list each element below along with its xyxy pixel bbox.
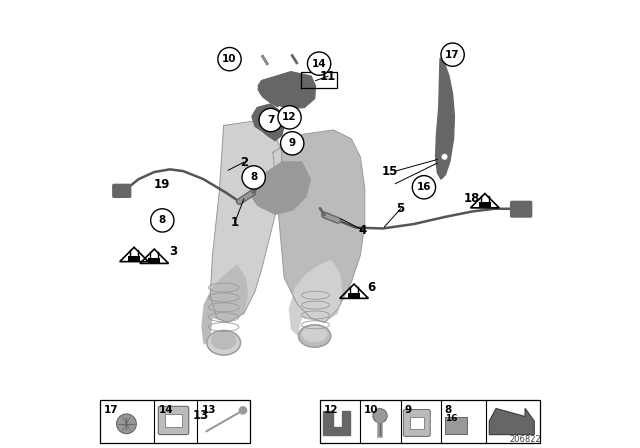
Text: 16: 16: [417, 182, 431, 192]
Text: 13: 13: [193, 409, 209, 422]
FancyBboxPatch shape: [320, 400, 540, 443]
Circle shape: [239, 407, 246, 414]
FancyBboxPatch shape: [445, 417, 467, 434]
Ellipse shape: [211, 332, 236, 349]
Ellipse shape: [298, 325, 331, 347]
Text: 9: 9: [404, 405, 412, 415]
FancyBboxPatch shape: [164, 414, 182, 427]
Text: 5: 5: [397, 202, 404, 215]
Circle shape: [259, 108, 282, 132]
Ellipse shape: [303, 327, 326, 342]
FancyBboxPatch shape: [410, 417, 424, 429]
Polygon shape: [323, 411, 351, 435]
Text: 14: 14: [312, 59, 326, 69]
Text: 2: 2: [240, 155, 248, 169]
Text: 10: 10: [222, 54, 237, 64]
Text: 4: 4: [359, 224, 367, 237]
Polygon shape: [436, 58, 454, 179]
Text: 8: 8: [250, 172, 257, 182]
Polygon shape: [210, 121, 282, 323]
Circle shape: [278, 106, 301, 129]
Polygon shape: [289, 260, 342, 336]
Circle shape: [242, 166, 266, 189]
Text: 18: 18: [464, 191, 481, 205]
Circle shape: [150, 209, 174, 232]
Polygon shape: [258, 72, 316, 108]
Polygon shape: [252, 104, 284, 141]
FancyBboxPatch shape: [158, 406, 189, 435]
FancyBboxPatch shape: [479, 202, 491, 207]
Ellipse shape: [207, 331, 241, 355]
Polygon shape: [273, 130, 365, 323]
Circle shape: [280, 132, 304, 155]
FancyBboxPatch shape: [128, 256, 140, 261]
Text: 6: 6: [367, 281, 375, 294]
Text: 17: 17: [445, 50, 460, 60]
Circle shape: [307, 52, 331, 75]
Text: 3: 3: [169, 245, 177, 258]
Circle shape: [441, 43, 464, 66]
Text: 14: 14: [159, 405, 173, 415]
Text: 8: 8: [445, 405, 452, 415]
Text: 11: 11: [320, 69, 336, 83]
Polygon shape: [258, 77, 284, 107]
FancyBboxPatch shape: [510, 201, 532, 218]
Text: 206822: 206822: [509, 435, 541, 444]
Polygon shape: [201, 264, 248, 345]
Text: 17: 17: [104, 405, 118, 415]
Text: 9: 9: [289, 138, 296, 148]
Text: 12: 12: [282, 112, 297, 122]
Text: 12: 12: [324, 405, 338, 415]
Circle shape: [412, 176, 436, 199]
Circle shape: [441, 153, 448, 160]
Text: 19: 19: [154, 178, 170, 191]
Circle shape: [373, 409, 387, 423]
Text: 13: 13: [202, 405, 216, 415]
FancyBboxPatch shape: [148, 258, 160, 263]
Text: 8: 8: [159, 215, 166, 225]
Text: 7: 7: [267, 115, 275, 125]
Text: 16: 16: [445, 414, 457, 422]
Polygon shape: [490, 409, 534, 435]
Text: 1: 1: [231, 215, 239, 229]
Polygon shape: [248, 161, 311, 215]
FancyBboxPatch shape: [403, 409, 430, 436]
Circle shape: [218, 47, 241, 71]
FancyBboxPatch shape: [100, 400, 250, 443]
FancyBboxPatch shape: [112, 184, 131, 198]
Circle shape: [116, 414, 136, 434]
FancyBboxPatch shape: [348, 293, 360, 298]
Text: 10: 10: [364, 405, 378, 415]
Text: 15: 15: [381, 164, 398, 178]
